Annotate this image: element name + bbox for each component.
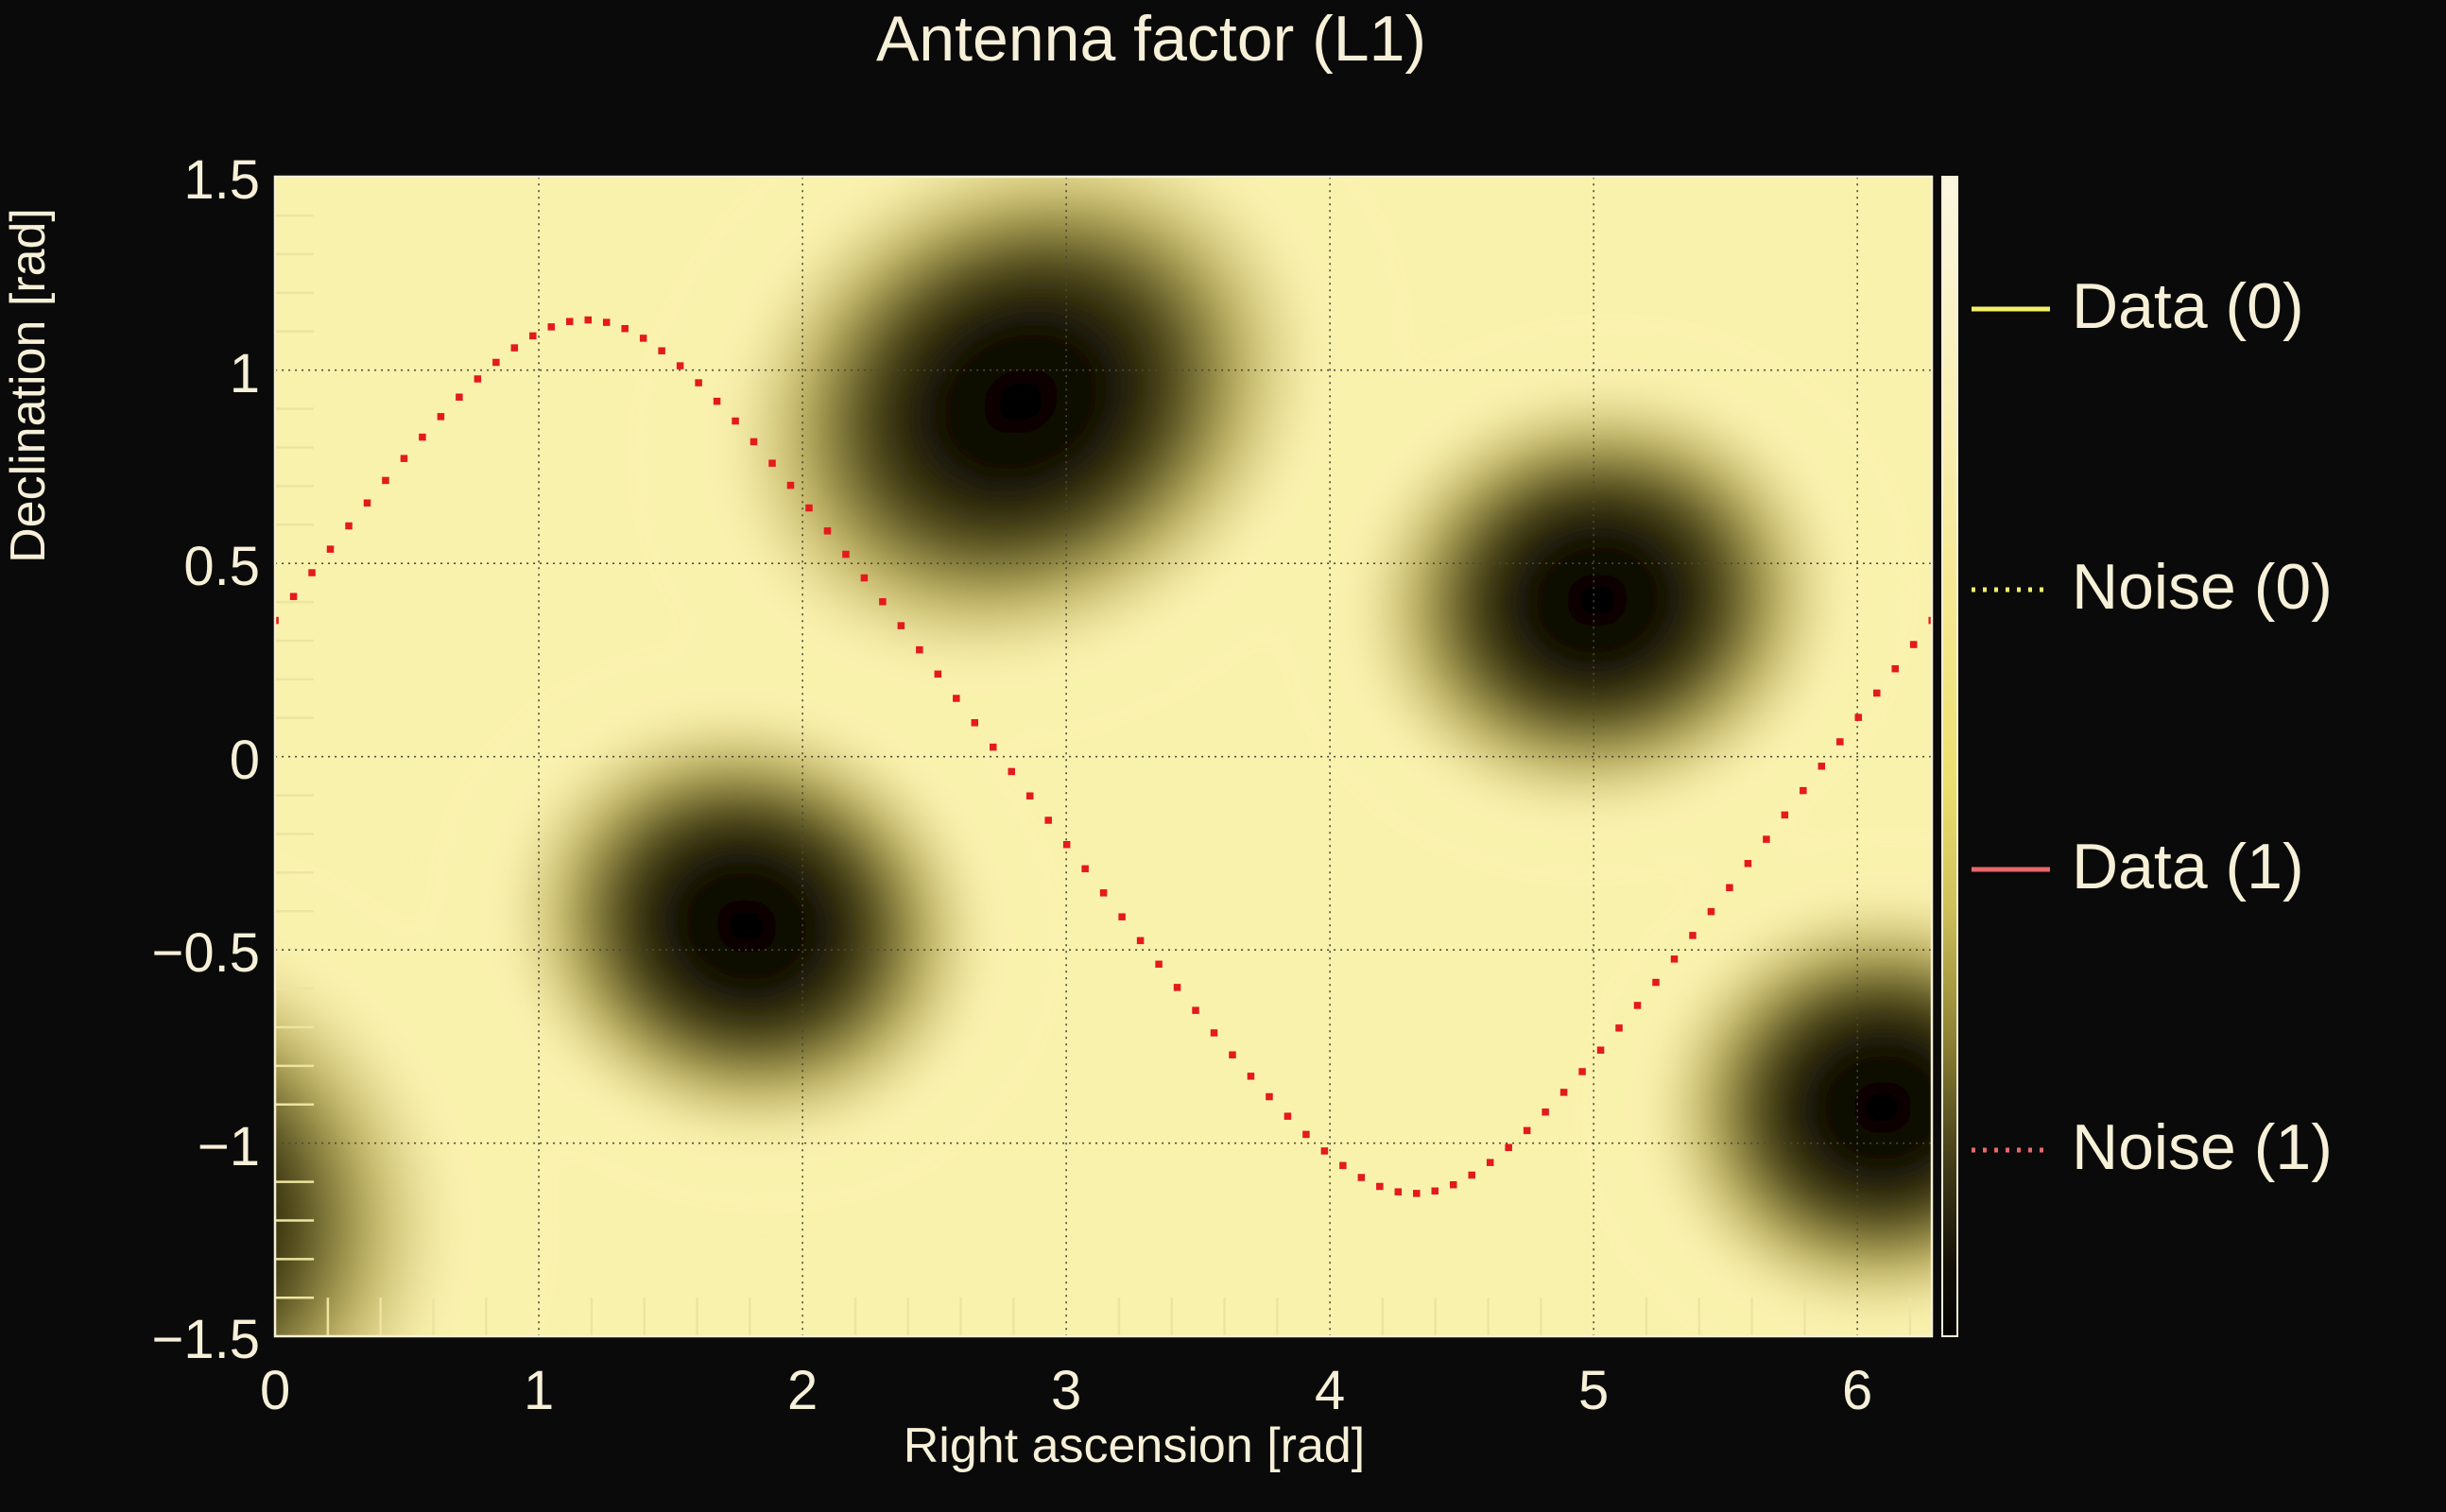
svg-text:Noise (1): Noise (1) — [2072, 1111, 2333, 1183]
svg-text:Data (0): Data (0) — [2072, 270, 2304, 342]
svg-text:Data (1): Data (1) — [2072, 831, 2304, 902]
svg-text:Noise (0): Noise (0) — [2072, 551, 2333, 623]
